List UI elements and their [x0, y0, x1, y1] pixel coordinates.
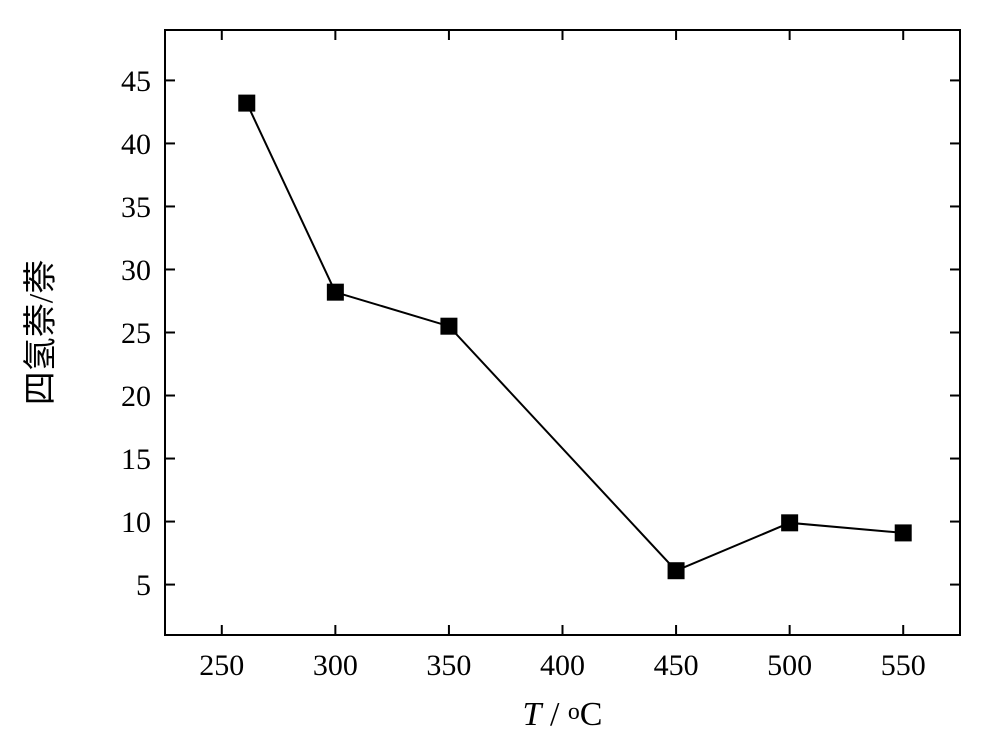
- y-tick-label: 25: [121, 317, 151, 350]
- data-marker: [782, 515, 798, 531]
- y-tick-label: 15: [121, 443, 151, 476]
- data-marker: [668, 563, 684, 579]
- data-marker: [441, 318, 457, 334]
- y-tick-label: 45: [121, 65, 151, 98]
- y-axis-title: 四氢萘/萘: [22, 260, 60, 405]
- data-marker: [895, 525, 911, 541]
- x-tick-label: 250: [199, 649, 244, 682]
- chart-container: 250 300 350 400 450 500 550 5 10 15 20 25 30 35 40 45 T …: [0, 0, 1000, 750]
- y-tick-label: 10: [121, 506, 151, 539]
- x-axis-title: T / oC: [523, 696, 603, 733]
- data-marker: [327, 284, 343, 300]
- x-tick-label: 500: [767, 649, 812, 682]
- line-chart: 250 300 350 400 450 500 550 5 10 15 20 25 30 35 40 45 T …: [0, 0, 1000, 750]
- x-tick-label: 400: [540, 649, 585, 682]
- x-tick-label: 450: [654, 649, 699, 682]
- y-tick-label: 5: [136, 569, 151, 602]
- x-tick-label: 300: [313, 649, 358, 682]
- x-tick-label: 350: [426, 649, 471, 682]
- data-marker: [239, 95, 255, 111]
- y-tick-label: 30: [121, 254, 151, 287]
- y-tick-label: 35: [121, 191, 151, 224]
- y-tick-label: 20: [121, 380, 151, 413]
- y-tick-label: 40: [121, 128, 151, 161]
- x-tick-label: 550: [881, 649, 926, 682]
